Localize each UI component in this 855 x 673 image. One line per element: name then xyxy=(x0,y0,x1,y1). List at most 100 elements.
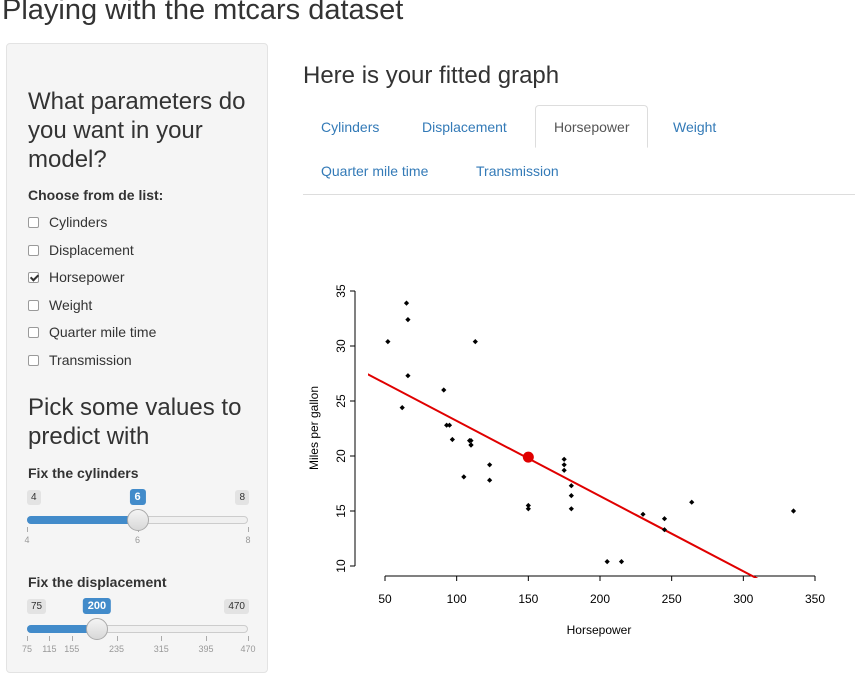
main-title: Here is your fitted graph xyxy=(303,62,560,89)
tab-bar: Cylinders Displacement Horsepower Weight… xyxy=(303,105,855,195)
displacement-slider-fill xyxy=(27,625,97,633)
data-point xyxy=(461,474,467,480)
cylinders-slider-value: 6 xyxy=(129,489,146,505)
slider-tick xyxy=(49,636,51,641)
slider-tick xyxy=(161,636,163,641)
data-point xyxy=(399,405,405,411)
sidebar-panel: What parameters do you want in your mode… xyxy=(6,43,268,673)
checkbox-displacement-label: Displacement xyxy=(49,242,134,258)
data-point xyxy=(568,493,574,499)
displacement-slider-min: 75 xyxy=(27,599,47,614)
cylinders-slider-max: 8 xyxy=(235,490,249,505)
data-point xyxy=(561,467,567,473)
tab-horsepower[interactable]: Horsepower xyxy=(535,105,649,148)
model-parameters-heading: What parameters do you want in your mode… xyxy=(28,88,246,173)
data-point xyxy=(446,422,453,428)
regression-line xyxy=(368,373,759,578)
checkbox-horsepower[interactable]: Horsepower xyxy=(28,267,124,287)
fit-layer xyxy=(368,373,759,578)
checkbox-transmission[interactable]: Transmission xyxy=(28,350,132,370)
displacement-slider-max: 470 xyxy=(224,599,249,614)
displacement-slider-label: Fix the displacement xyxy=(28,574,167,590)
data-point xyxy=(468,442,474,448)
x-tick-label: 300 xyxy=(733,592,753,606)
checkbox-cylinders[interactable]: Cylinders xyxy=(28,212,107,232)
x-tick-label: 200 xyxy=(590,592,610,606)
slider-tick-label: 75 xyxy=(21,644,33,654)
x-tick-label: 350 xyxy=(805,592,825,606)
x-tick-label: 150 xyxy=(518,592,538,606)
slider-tick-label: 8 xyxy=(245,535,251,545)
data-point xyxy=(618,559,625,565)
cylinders-slider[interactable]: 4 8 6 4 6 8 xyxy=(24,489,251,560)
slider-tick-label: 395 xyxy=(198,644,214,654)
cylinders-slider-fill xyxy=(27,516,138,524)
data-point xyxy=(441,387,447,393)
data-point xyxy=(385,339,391,345)
slider-tick-label: 4 xyxy=(24,535,30,545)
slider-tick-label: 115 xyxy=(42,644,57,654)
data-point xyxy=(561,456,567,462)
data-point xyxy=(449,436,455,443)
displacement-slider[interactable]: 75 470 200 75 115 155 235 315 395 470 xyxy=(22,598,256,669)
prediction-point xyxy=(522,451,534,463)
y-axis: 10 15 20 25 30 35 xyxy=(334,284,356,573)
slider-tick-label: 470 xyxy=(240,644,256,654)
checkbox-weight-box[interactable] xyxy=(28,299,39,311)
cylinders-slider-label: Fix the cylinders xyxy=(28,465,139,481)
slider-tick-label: 235 xyxy=(109,644,125,654)
data-point xyxy=(525,506,531,512)
checkbox-cylinders-label: Cylinders xyxy=(49,214,108,230)
tab-displacement[interactable]: Displacement xyxy=(422,119,507,135)
y-axis-label: Miles per gallon xyxy=(307,386,321,470)
x-tick-label: 50 xyxy=(378,592,392,606)
slider-tick xyxy=(206,636,208,641)
x-tick-label: 100 xyxy=(447,592,467,606)
checkbox-horsepower-label: Horsepower xyxy=(49,269,125,285)
checkbox-quarter-mile-time[interactable]: Quarter mile time xyxy=(28,322,156,342)
x-tick-label: 250 xyxy=(662,592,682,606)
checkbox-displacement[interactable]: Displacement xyxy=(28,240,134,260)
checkbox-transmission-box[interactable] xyxy=(28,354,39,366)
tab-cylinders[interactable]: Cylinders xyxy=(321,119,380,135)
data-point xyxy=(661,527,668,533)
data-point xyxy=(487,477,493,483)
data-point xyxy=(661,516,668,522)
slider-tick xyxy=(71,636,73,641)
slider-tick xyxy=(116,636,118,641)
data-point xyxy=(568,506,574,512)
tab-quarter-mile-time[interactable]: Quarter mile time xyxy=(321,163,429,179)
displacement-slider-value: 200 xyxy=(82,598,112,614)
checkbox-quarter-mile-time-label: Quarter mile time xyxy=(49,324,157,340)
data-point xyxy=(405,373,411,379)
tab-weight[interactable]: Weight xyxy=(673,119,717,135)
checkbox-horsepower-box[interactable] xyxy=(28,271,39,283)
slider-tick-label: 155 xyxy=(64,644,80,654)
data-point xyxy=(403,300,410,306)
slider-tick xyxy=(248,636,249,641)
checkbox-displacement-box[interactable] xyxy=(28,244,39,256)
checkbox-cylinders-box[interactable] xyxy=(28,216,39,228)
data-point xyxy=(405,317,411,323)
points-layer xyxy=(385,300,797,565)
data-point xyxy=(604,559,610,565)
x-axis: 50 100 150 200 250 300 350 xyxy=(378,575,825,606)
horsepower-scatter-plot: 50 100 150 200 250 300 350 10 15 20 25 30 35 Horsep… xyxy=(307,284,825,637)
cylinders-slider-min: 4 xyxy=(27,490,41,505)
predict-values-heading: Pick some values to predict with xyxy=(28,394,242,450)
cylinders-slider-handle[interactable] xyxy=(126,509,149,531)
data-point xyxy=(689,499,695,505)
slider-tick-label: 6 xyxy=(134,535,141,545)
checkbox-weight-label: Weight xyxy=(49,297,93,313)
data-point xyxy=(790,508,797,514)
y-tick-label: 30 xyxy=(334,339,348,353)
data-point xyxy=(472,339,478,345)
checkbox-weight[interactable]: Weight xyxy=(28,295,92,315)
data-point xyxy=(640,511,646,517)
tab-transmission[interactable]: Transmission xyxy=(476,163,559,179)
displacement-slider-handle[interactable] xyxy=(85,618,108,640)
slider-tick-label: 315 xyxy=(153,644,169,654)
y-tick-label: 20 xyxy=(334,449,348,463)
choose-list-label: Choose from de list: xyxy=(28,187,164,203)
checkbox-quarter-mile-time-box[interactable] xyxy=(28,326,39,338)
